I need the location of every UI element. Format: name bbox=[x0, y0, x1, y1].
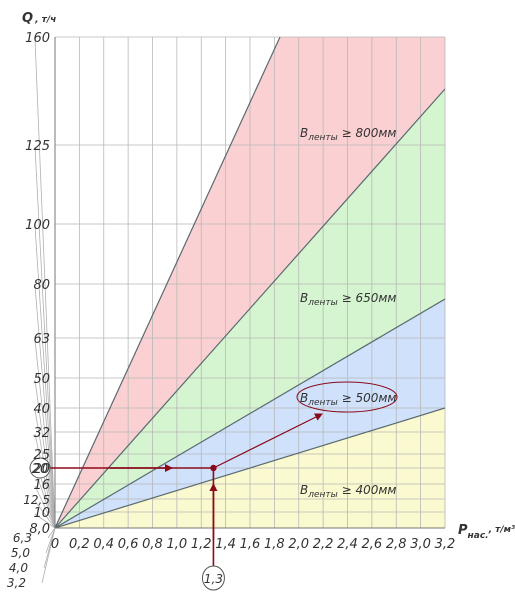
x-tick-label-3: 0,6 bbox=[118, 537, 139, 552]
fan-line-main-7 bbox=[34, 433, 56, 529]
region-label-4-tail: ≥ 400мм bbox=[338, 483, 397, 497]
fan-line-main-4 bbox=[34, 339, 56, 529]
x-axis-title: Pнас., т/м³ bbox=[458, 523, 515, 541]
region-label-2-main: B bbox=[300, 291, 308, 305]
fan-line-main-11 bbox=[34, 500, 56, 529]
x-tick-label-7: 1,4 bbox=[215, 537, 236, 552]
boundary-line-1 bbox=[55, 407, 445, 528]
x-tick-label-10: 2,0 bbox=[288, 537, 309, 552]
fan-line-low-0 bbox=[47, 527, 56, 539]
y-tick-label-3: 80 bbox=[33, 278, 50, 293]
y-tick-label-5: 50 bbox=[33, 372, 50, 387]
fan-line-main-3 bbox=[34, 285, 56, 529]
x-tick-label-15: 3,0 bbox=[410, 537, 431, 552]
boundary-line-2 bbox=[55, 298, 445, 528]
y-tick-label-0: 160 bbox=[25, 31, 50, 46]
y-tick-label-1: 125 bbox=[25, 139, 50, 154]
fan-line-main-10 bbox=[34, 485, 56, 529]
x-tick-label-0: 0 bbox=[51, 537, 59, 552]
fan-line-main-1 bbox=[34, 146, 56, 529]
plot-frame bbox=[54, 37, 445, 529]
axis-labels: 0 0,2 0,4 0,6 0,8 1,0 1,2 1,4 1,6 1,8 2,0 2,2 2,4 2,6… bbox=[7, 11, 515, 590]
x-tick-label-1: 0,2 bbox=[69, 537, 90, 552]
y-axis-title: Q, т/ч bbox=[22, 11, 56, 26]
region-label-1-tail: ≥ 800мм bbox=[338, 126, 397, 140]
x-tick-label-14: 2,8 bbox=[386, 537, 407, 552]
fan-line-main-2 bbox=[34, 225, 56, 529]
y-tick-label-2: 100 bbox=[25, 218, 50, 233]
x-tick-label-11: 2,2 bbox=[313, 537, 334, 552]
boundary-line-4 bbox=[55, 37, 281, 528]
fan-line-low-3 bbox=[41, 527, 56, 584]
worked-example-annotation: 201,3 bbox=[29, 381, 398, 591]
y-tick-label-10: 16 bbox=[33, 478, 50, 493]
fan-line-main-9 bbox=[34, 469, 56, 529]
region-label-2: Bленты ≥ 650мм bbox=[300, 291, 396, 308]
y-fan-label-0: 6,3 bbox=[13, 531, 32, 545]
region-label-3: Bленты ≥ 500мм bbox=[300, 391, 396, 408]
fan-line-main-5 bbox=[34, 379, 56, 529]
x-value-marker-circle bbox=[201, 565, 225, 591]
y-axis-unit: , т/ч bbox=[34, 15, 56, 25]
fan-line-main-0 bbox=[34, 38, 56, 529]
y-tick-label-4: 63 bbox=[33, 332, 50, 347]
y-tick-label-13: 8,0 bbox=[29, 522, 50, 537]
x-tick-label-8: 1,6 bbox=[240, 537, 261, 552]
y-tick-label-6: 40 bbox=[33, 402, 50, 417]
result-highlight-ellipse bbox=[296, 381, 398, 413]
x-tick-label-12: 2,4 bbox=[337, 537, 358, 552]
x-tick-label-9: 1,8 bbox=[264, 537, 285, 552]
region-label-4-sub: ленты bbox=[307, 490, 338, 500]
x-tick-label-2: 0,4 bbox=[93, 537, 114, 552]
y-value-marker-circle bbox=[29, 457, 51, 479]
result-arrow bbox=[213, 413, 323, 469]
y-fan-label-3: 3,2 bbox=[7, 576, 26, 590]
region-label-2-tail: ≥ 650мм bbox=[338, 291, 397, 305]
y-tick-label-12: 10 bbox=[33, 506, 50, 521]
fan-line-main-12 bbox=[34, 513, 56, 529]
x-tick-label-16: 3,2 bbox=[435, 537, 456, 552]
region-label-1-sub: ленты bbox=[307, 133, 338, 143]
region-label-1: Bленты ≥ 800мм bbox=[300, 126, 396, 143]
x-tick-label-6: 1,2 bbox=[191, 537, 212, 552]
region-label-3-main: B bbox=[300, 391, 308, 405]
y-tick-label-11: 12,5 bbox=[23, 493, 50, 507]
x-tick-label-4: 0,8 bbox=[142, 537, 163, 552]
x-tick-label-13: 2,6 bbox=[362, 537, 383, 552]
boundary-line-3 bbox=[55, 88, 445, 528]
x-value-marker-label: 1,3 bbox=[204, 572, 223, 586]
y-value-marker-label: 20 bbox=[32, 462, 49, 477]
y-tick-label-8: 25 bbox=[33, 448, 50, 463]
y-tick-label-7: 32 bbox=[33, 426, 50, 441]
region-label-3-sub: ленты bbox=[307, 398, 338, 408]
x-tick-label-5: 1,0 bbox=[167, 537, 188, 552]
x-axis-subscript: нас. bbox=[468, 531, 489, 541]
y-tick-label-9: 20 bbox=[33, 462, 50, 477]
region-label-3-tail: ≥ 500мм bbox=[338, 391, 397, 405]
y-fan-label-2: 4,0 bbox=[9, 561, 28, 575]
region-label-4-main: B bbox=[300, 483, 308, 497]
y-fan-label-1: 5,0 bbox=[11, 546, 30, 560]
region-label-1-main: B bbox=[300, 126, 308, 140]
intersection-point bbox=[210, 464, 217, 472]
x-axis-unit: , т/м³ bbox=[488, 525, 515, 535]
region-label-2-sub: ленты bbox=[307, 298, 338, 308]
region-label-4: Bленты ≥ 400мм bbox=[300, 483, 396, 500]
region-boundary-lines bbox=[55, 37, 445, 528]
